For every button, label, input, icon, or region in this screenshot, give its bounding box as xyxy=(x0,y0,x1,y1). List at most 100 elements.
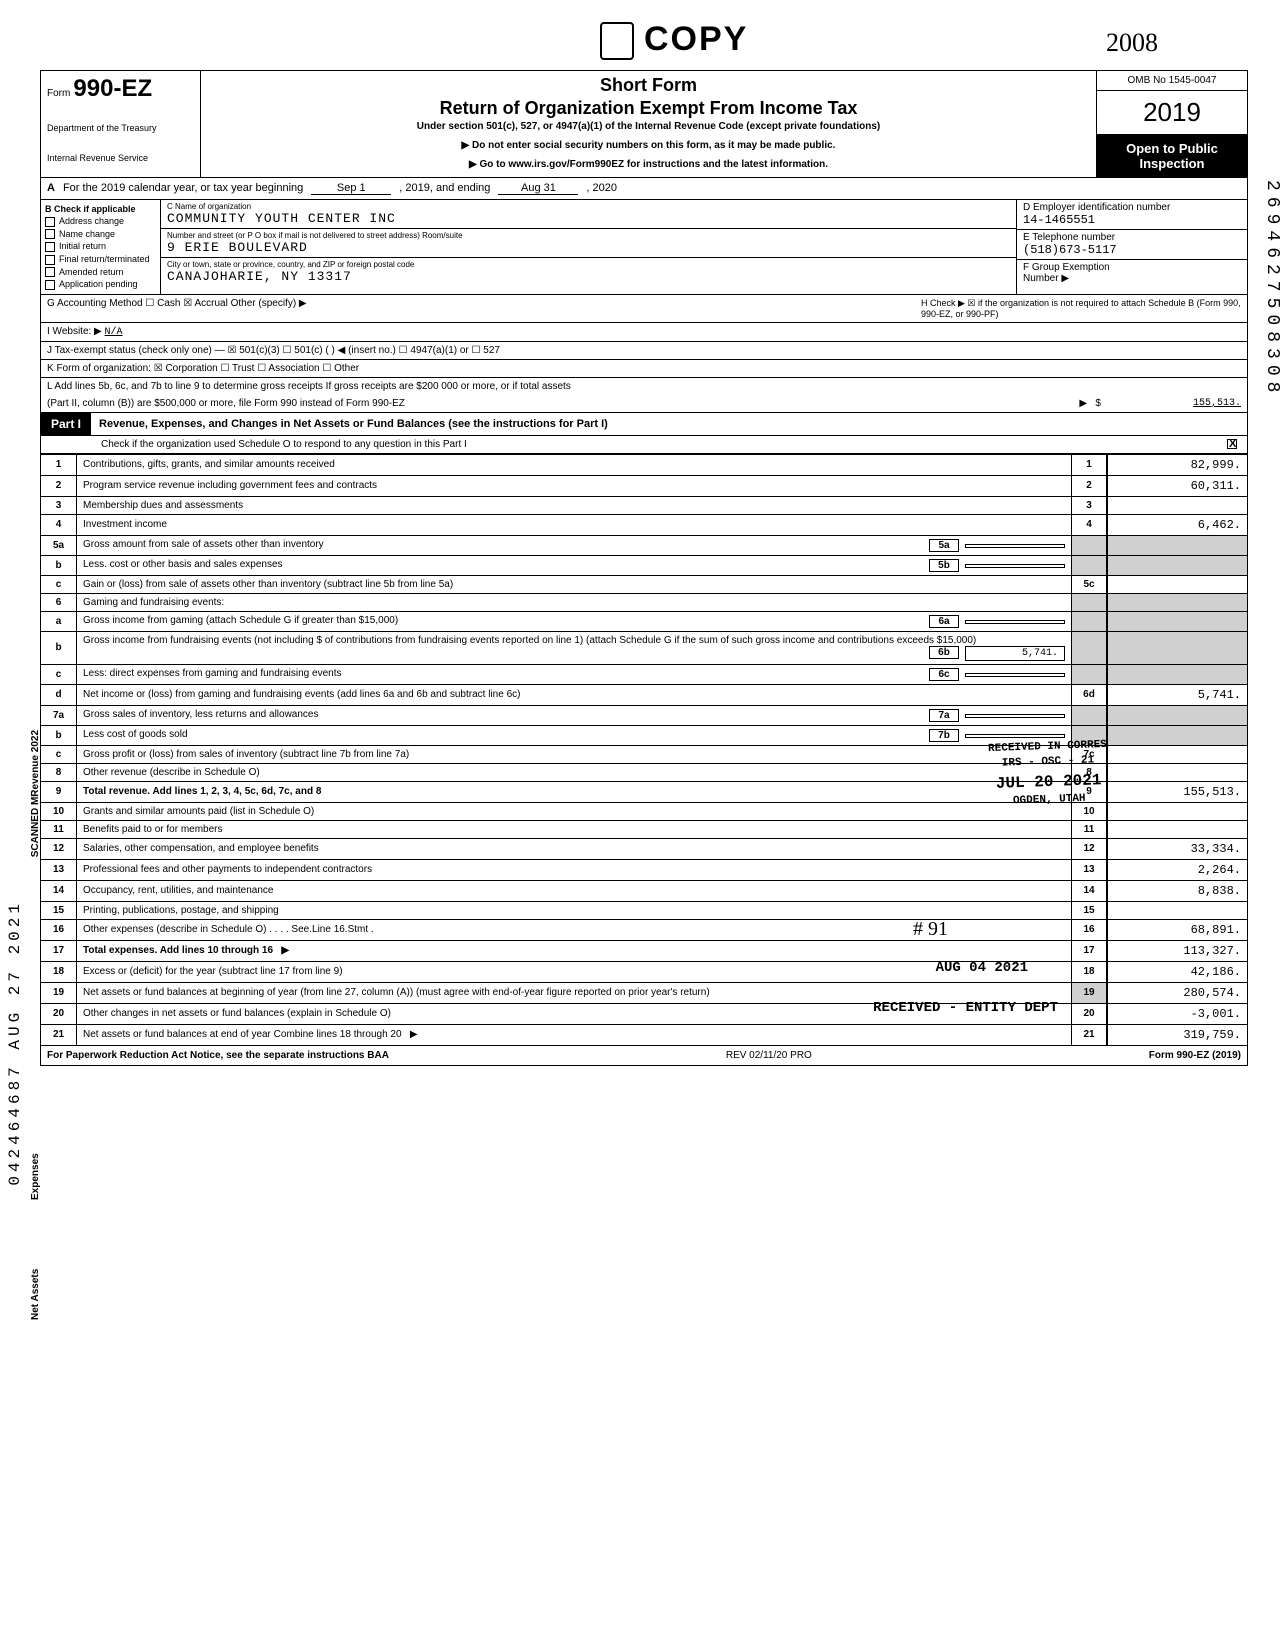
row-number: 6 xyxy=(41,593,77,611)
row-boxnum: 6d xyxy=(1071,684,1107,705)
row-number: 10 xyxy=(41,802,77,820)
name-label: C Name of organization xyxy=(167,202,1010,211)
row-amount xyxy=(1107,763,1247,781)
row-amount xyxy=(1107,664,1247,684)
omb-number: OMB No 1545-0047 xyxy=(1097,71,1247,91)
dept-treasury: Department of the Treasury xyxy=(47,123,194,133)
chk-application-pending[interactable]: Application pending xyxy=(45,279,156,290)
row-amount xyxy=(1107,496,1247,514)
row-boxnum xyxy=(1071,593,1107,611)
stamp-received-entity: RECEIVED - ENTITY DEPT xyxy=(873,1000,1058,1016)
row-amount: 280,574. xyxy=(1107,982,1247,1003)
row-boxnum: 5c xyxy=(1071,575,1107,593)
row-number: 8 xyxy=(41,763,77,781)
row-number: 9 xyxy=(41,781,77,802)
row-amount: 6,462. xyxy=(1107,514,1247,535)
line-l2-row: (Part II, column (B)) are $500,000 or mo… xyxy=(40,395,1248,413)
gross-receipts-total: 155,513. xyxy=(1101,398,1241,409)
row-desc: Total revenue. Add lines 1, 2, 3, 4, 5c,… xyxy=(77,781,1071,802)
row-number: 3 xyxy=(41,496,77,514)
row-amount: -3,001. xyxy=(1107,1003,1247,1024)
ein-label: D Employer identification number xyxy=(1023,202,1241,213)
chk-address-change[interactable]: Address change xyxy=(45,216,156,227)
row-boxnum: 20 xyxy=(1071,1003,1107,1024)
row-desc: Excess or (deficit) for the year (subtra… xyxy=(77,961,1071,982)
grid-row: 21Net assets or fund balances at end of … xyxy=(41,1024,1247,1045)
grid-row: 5aGross amount from sale of assets other… xyxy=(41,535,1247,555)
form-prefix: Form xyxy=(47,88,70,99)
org-name: COMMUNITY YOUTH CENTER INC xyxy=(167,211,1010,226)
grid-row: 16Other expenses (describe in Schedule O… xyxy=(41,919,1247,940)
row-desc: Net assets or fund balances at end of ye… xyxy=(77,1024,1071,1045)
row-amount: 155,513. xyxy=(1107,781,1247,802)
grid-row: dNet income or (loss) from gaming and fu… xyxy=(41,684,1247,705)
chk-name-change[interactable]: Name change xyxy=(45,229,156,240)
grid-row: 13Professional fees and other payments t… xyxy=(41,859,1247,880)
grid-row: 17Total expenses. Add lines 10 through 1… xyxy=(41,940,1247,961)
row-desc: Other revenue (describe in Schedule O) xyxy=(77,763,1071,781)
row-number: a xyxy=(41,611,77,631)
row-number: 16 xyxy=(41,919,77,940)
row-amount xyxy=(1107,745,1247,763)
row-desc: Less cost of goods sold 7b xyxy=(77,725,1071,745)
row-amount xyxy=(1107,802,1247,820)
row-desc: Net income or (loss) from gaming and fun… xyxy=(77,684,1071,705)
chk-amended[interactable]: Amended return xyxy=(45,267,156,278)
row-number: 11 xyxy=(41,820,77,838)
form-number: 990-EZ xyxy=(73,75,152,102)
row-boxnum: 11 xyxy=(1071,820,1107,838)
year-handwritten: 2008 xyxy=(1106,28,1158,58)
grid-row: 3Membership dues and assessments3 xyxy=(41,496,1247,514)
row-desc: Gross income from fundraising events (no… xyxy=(77,631,1071,664)
return-title: Return of Organization Exempt From Incom… xyxy=(209,98,1088,119)
row-boxnum: 14 xyxy=(1071,880,1107,901)
row-amount: 33,334. xyxy=(1107,838,1247,859)
tax-year-begin: Sep 1 xyxy=(311,182,391,195)
row-amount: 319,759. xyxy=(1107,1024,1247,1045)
col-de: D Employer identification number 14-1465… xyxy=(1017,200,1247,294)
row-desc: Less: direct expenses from gaming and fu… xyxy=(77,664,1071,684)
row-number: b xyxy=(41,725,77,745)
row-desc: Gross sales of inventory, less returns a… xyxy=(77,705,1071,725)
side-label-netassets: Net Assets xyxy=(30,1220,41,1320)
check-schedule-o: Check if the organization used Schedule … xyxy=(40,436,1248,454)
row-amount xyxy=(1107,901,1247,919)
row-boxnum xyxy=(1071,611,1107,631)
row-number: 13 xyxy=(41,859,77,880)
row-boxnum: 1 xyxy=(1071,454,1107,475)
grid-row: 19Net assets or fund balances at beginni… xyxy=(41,982,1247,1003)
row-boxnum xyxy=(1071,631,1107,664)
row-number: 12 xyxy=(41,838,77,859)
row-a-label: A xyxy=(47,182,55,195)
org-city: CANAJOHARIE, NY 13317 xyxy=(167,269,1010,284)
row-number: 2 xyxy=(41,475,77,496)
row-number: 21 xyxy=(41,1024,77,1045)
check-o-box[interactable] xyxy=(1227,439,1237,449)
footer: For Paperwork Reduction Act Notice, see … xyxy=(40,1046,1248,1066)
row-desc: Grants and similar amounts paid (list in… xyxy=(77,802,1071,820)
form-header: Form 990-EZ Department of the Treasury I… xyxy=(40,70,1248,178)
row-amount: 8,838. xyxy=(1107,880,1247,901)
row-number: d xyxy=(41,684,77,705)
stamp-received-corres: RECEIVED IN CORRES IRS - OSC - 21 JUL 20… xyxy=(988,738,1109,811)
group-exemption-label: F Group Exemption xyxy=(1023,262,1241,273)
row-a-text: For the 2019 calendar year, or tax year … xyxy=(63,182,303,195)
row-amount: 5,741. xyxy=(1107,684,1247,705)
row-boxnum xyxy=(1071,535,1107,555)
chk-final-return[interactable]: Final return/terminated xyxy=(45,254,156,265)
grid-row: aGross income from gaming (attach Schedu… xyxy=(41,611,1247,631)
row-number: 17 xyxy=(41,940,77,961)
row-number: 7a xyxy=(41,705,77,725)
row-number: 20 xyxy=(41,1003,77,1024)
grid-row: 18Excess or (deficit) for the year (subt… xyxy=(41,961,1247,982)
line-h: H Check ▶ ☒ if the organization is not r… xyxy=(921,298,1241,319)
chk-initial-return[interactable]: Initial return xyxy=(45,241,156,252)
row-desc: Printing, publications, postage, and shi… xyxy=(77,901,1071,919)
grid-row: 12Salaries, other compensation, and empl… xyxy=(41,838,1247,859)
org-street: 9 ERIE BOULEVARD xyxy=(167,240,1010,255)
row-desc: Gaming and fundraising events: xyxy=(77,593,1071,611)
grid-row: 11Benefits paid to or for members11 xyxy=(41,820,1247,838)
phone-label: E Telephone number xyxy=(1023,232,1241,243)
check-o-text: Check if the organization used Schedule … xyxy=(101,439,467,450)
row-a-endyear: , 2020 xyxy=(586,182,617,195)
